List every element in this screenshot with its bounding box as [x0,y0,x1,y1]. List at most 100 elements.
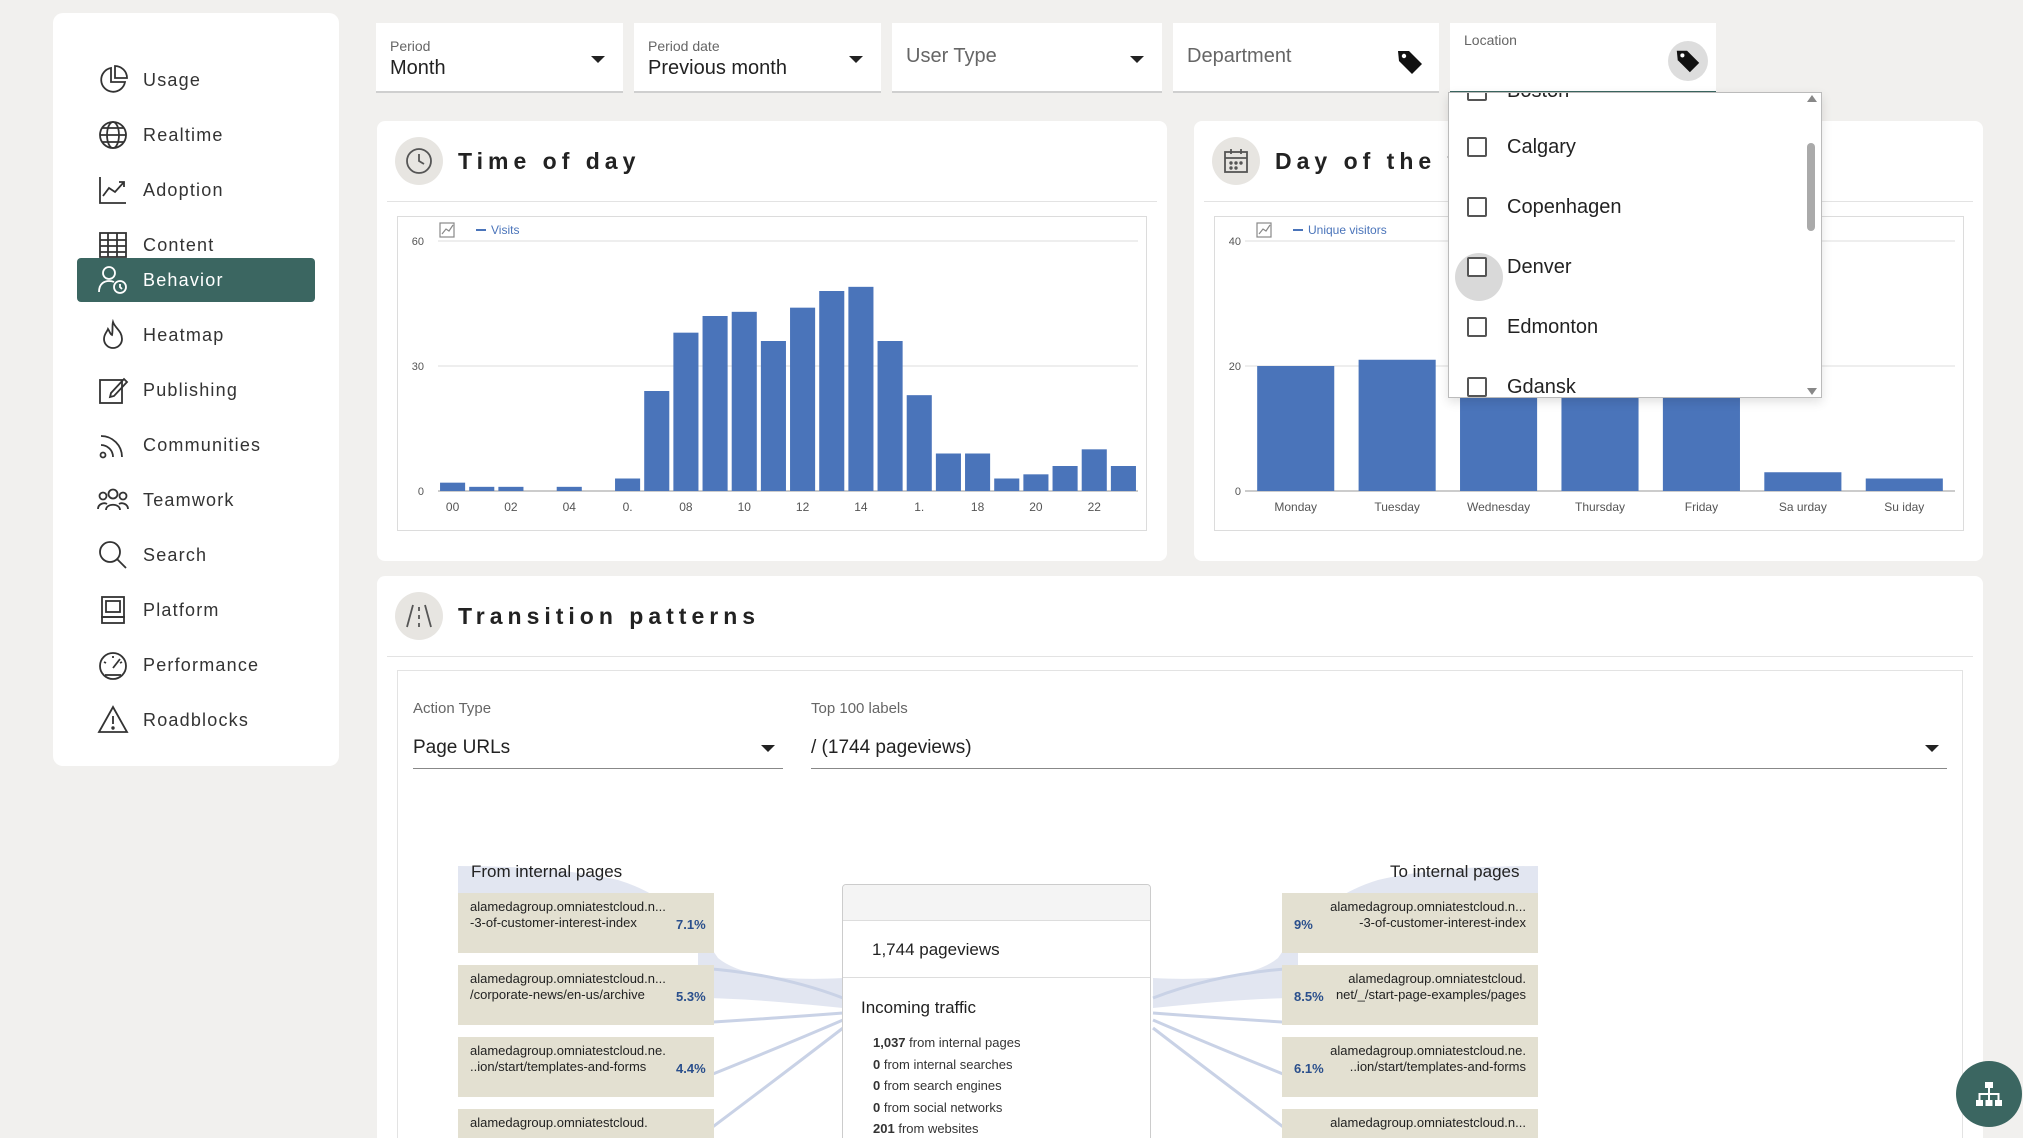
from-row[interactable]: alamedagroup.omniatestcloud.n... /corpor… [458,965,714,1025]
x-tick-label: Friday [1685,500,1718,514]
sidebar-item-platform[interactable]: Platform [77,588,315,632]
from-row[interactable]: alamedagroup.omniatestcloud.n... -3-of-c… [458,893,714,953]
y-tick-label: 20 [1229,361,1241,373]
checkbox[interactable] [1467,93,1487,101]
bar [1561,397,1639,491]
y-tick-label: 0 [418,486,424,498]
chevron-down-icon [1130,56,1144,63]
x-tick-label: Su iday [1884,500,1924,514]
bar [673,332,699,491]
y-tick-label: 60 [412,236,424,248]
chart-type-icon-line [1258,224,1271,235]
checkbox[interactable] [1467,377,1487,397]
scroll-down-icon[interactable] [1807,388,1817,395]
location-option[interactable]: Gdansk [1467,367,1576,397]
action-type-label: Action Type [413,700,492,717]
pie-chart-icon [95,62,131,98]
location-option[interactable]: Boston [1467,93,1569,111]
x-tick-label: Wednesday [1467,500,1530,514]
sidebar-item-publishing[interactable]: Publishing [77,368,315,412]
sitemap-button[interactable] [1956,1061,2022,1127]
x-tick-label: 10 [738,500,752,514]
tag-button[interactable] [1668,41,1708,81]
location-option[interactable]: Copenhagen [1467,187,1622,227]
sidebar-item-content[interactable]: Content [77,223,315,267]
to-row[interactable]: 6.1% alamedagroup.omniatestcloud.ne. ..i… [1282,1037,1538,1097]
user-type-placeholder: User Type [906,45,997,67]
sidebar-item-label: Adoption [143,179,224,200]
action-type-select[interactable]: Page URLs [413,733,783,769]
sidebar-item-heatmap[interactable]: Heatmap [77,313,315,357]
location-option[interactable]: Denver [1455,247,1571,301]
period-date-value: Previous month [648,57,787,79]
y-tick-label: 40 [1229,236,1241,248]
bar [1358,359,1436,491]
sidebar-item-label: Usage [143,69,202,90]
tag-icon[interactable] [1395,47,1425,77]
user-clock-icon [95,262,131,298]
time-of-day-chart: Visits 0 30 60 00 02 04 0. 08 10 12 14 1. 18 20 22 [397,216,1147,531]
scroll-thumb[interactable] [1807,143,1815,231]
bar [848,286,874,491]
sidebar-item-label: Search [143,544,208,565]
tag-icon [1676,50,1700,73]
checkbox[interactable] [1467,257,1487,277]
x-tick-label: 18 [971,500,985,514]
incoming-traffic-title: Incoming traffic [861,998,976,1017]
sidebar-item-search[interactable]: Search [77,533,315,577]
to-row[interactable]: 8.5% alamedagroup.omniatestcloud. net/_/… [1282,965,1538,1025]
sidebar-item-usage[interactable]: Usage [77,58,315,102]
pageviews-count: 1,744 pageviews [872,940,1000,959]
location-label: Location [1464,32,1517,48]
clock-icon [395,137,443,185]
x-tick-label: 1. [914,500,924,514]
department-select[interactable]: Department [1173,23,1439,93]
scroll-up-icon[interactable] [1807,95,1817,102]
location-dropdown-list[interactable]: Boston Calgary Copenhagen Denver Edmonto… [1448,92,1822,398]
period-select[interactable]: Period Month [376,23,623,93]
warning-icon [95,702,131,738]
chart-type-icon-line [441,224,454,235]
scrollbar[interactable] [1805,95,1817,395]
from-row[interactable]: alamedagroup.omniatestcloud.ne. ..ion/st… [458,1037,714,1097]
user-type-select[interactable]: User Type [892,23,1162,93]
sidebar-item-roadblocks[interactable]: Roadblocks [77,698,315,742]
from-row[interactable]: alamedagroup.omniatestcloud. [458,1109,714,1138]
legend-label: Unique visitors [1308,223,1387,237]
checkbox[interactable] [1467,317,1487,337]
sitemap-icon [1976,1082,2002,1106]
legend-label: Visits [491,223,519,237]
bar [556,486,582,491]
sidebar-item-teamwork[interactable]: Teamwork [77,478,315,522]
top-labels-value: / (1744 pageviews) [811,737,972,758]
location-select[interactable]: Location [1450,23,1716,93]
sidebar-item-communities[interactable]: Communities [77,423,315,467]
bar [1052,466,1078,491]
sidebar-item-label: Realtime [143,124,224,145]
checkbox[interactable] [1467,197,1487,217]
location-option[interactable]: Edmonton [1467,307,1598,347]
sidebar-item-behavior[interactable]: Behavior [77,258,315,302]
location-option[interactable]: Calgary [1467,127,1576,167]
sidebar-item-adoption[interactable]: Adoption [77,168,315,212]
to-row[interactable]: alamedagroup.omniatestcloud.n... [1282,1109,1538,1138]
sidebar-item-realtime[interactable]: Realtime [77,113,315,157]
sidebar-item-performance[interactable]: Performance [77,643,315,687]
table-grid-icon [95,227,131,263]
top-labels-select[interactable]: / (1744 pageviews) [811,733,1947,769]
to-row[interactable]: 9% alamedagroup.omniatestcloud.n... -3-o… [1282,893,1538,953]
bar [1081,449,1107,491]
bar [1110,466,1136,491]
top-labels-label: Top 100 labels [811,700,908,717]
card-title: Day of the w [1275,147,1471,174]
chart-type-icon [1256,222,1272,238]
sidebar-item-label: Behavior [143,269,224,290]
period-date-select[interactable]: Period date Previous month [634,23,881,93]
time-of-day-card: Time of day Visits 0 30 60 00 02 04 0. 08 10 12 14 1… [377,121,1167,561]
rss-icon [95,427,131,463]
checkbox[interactable] [1467,137,1487,157]
day-of-week-card: Day of the w Unique visitors 0 20 40 Monday T… [1194,121,1983,561]
chart-type-icon [439,222,455,238]
x-tick-label: 08 [679,500,693,514]
server-icon [95,592,131,628]
